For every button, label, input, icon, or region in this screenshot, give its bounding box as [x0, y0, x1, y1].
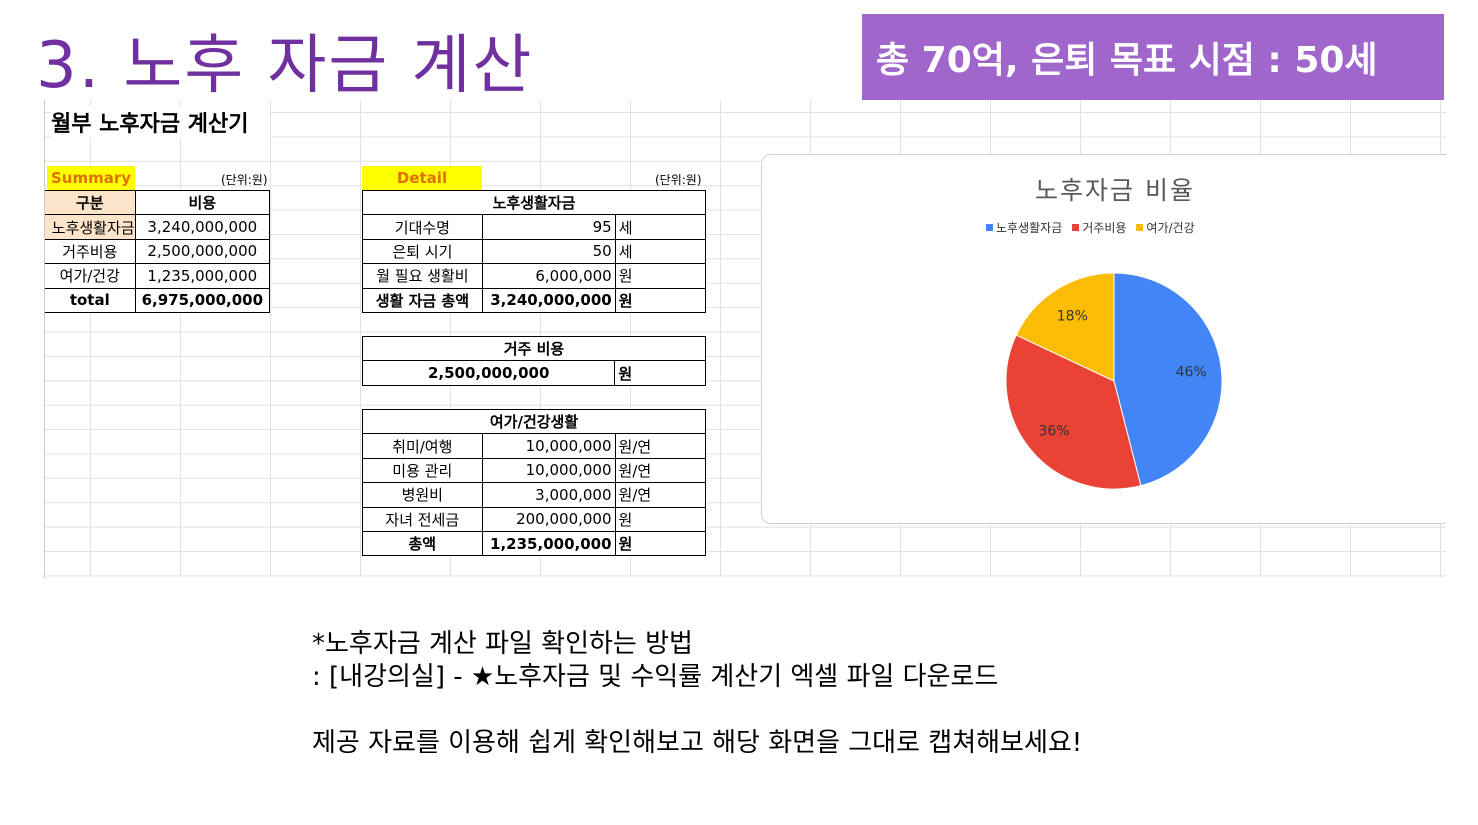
table-row: 거주 비용: [362, 335, 706, 362]
table-cell: 1,235,000,000: [134, 263, 271, 289]
table-cell: 원: [614, 506, 707, 532]
table-row: 구분 비용: [45, 189, 271, 216]
instructions-text: *노후자금 계산 파일 확인하는 방법 : [내강의실] - ★노후자금 및 수…: [312, 628, 1082, 760]
table-row: 생활 자금 총액 3,240,000,000 원: [362, 287, 707, 313]
table-cell: 10,000,000: [481, 433, 616, 459]
table-cell: 2,500,000,000: [361, 360, 616, 386]
table-row: 자녀 전세금 200,000,000 원: [362, 506, 707, 532]
table-row: 취미/여행 10,000,000 원/연: [362, 433, 707, 459]
legend-label: 노후생활자금: [996, 221, 1063, 235]
pie-chart-card: 노후자금 비율 노후생활자금 거주비용 여가/건강 46% 36% 18%: [761, 154, 1446, 524]
table-row: 2,500,000,000 원: [361, 360, 706, 386]
table-cell: 생활 자금 총액: [362, 287, 483, 313]
table-cell: 월 필요 생활비: [362, 263, 483, 289]
summary-unit-note: (단위:원): [221, 173, 268, 187]
table-row: total 6,975,000,000: [45, 287, 271, 313]
table-cell: 3,000,000: [481, 482, 616, 508]
table-row: 노후생활자금 3,240,000,000: [45, 214, 271, 240]
table-cell: 세: [614, 238, 707, 265]
legend-swatch: [986, 224, 993, 231]
table-cell: 은퇴 시기: [362, 238, 483, 265]
table-cell: 기대수명: [362, 214, 483, 240]
table-cell: 미용 관리: [362, 457, 483, 484]
table-row: 월 필요 생활비 6,000,000 원: [362, 263, 707, 289]
table-cell: 원: [614, 287, 707, 313]
chart-legend: 노후생활자금 거주비용 여가/건강: [986, 219, 1195, 236]
pie-data-label: 46%: [1176, 364, 1207, 380]
table-row: 여가/건강 1,235,000,000: [45, 263, 271, 289]
detail-unit-note: (단위:원): [655, 173, 702, 187]
pie-data-label: 18%: [1057, 308, 1088, 324]
table-title: 여가/건강생활: [362, 408, 706, 435]
table-row: 은퇴 시기 50 세: [362, 238, 707, 265]
table-cell: 6,975,000,000: [134, 287, 271, 313]
spreadsheet-screenshot: 월부 노후자금 계산기 Summary (단위:원) 구분 비용 노후생활자금 …: [44, 100, 1446, 578]
table-header-cell: 구분: [45, 189, 136, 216]
summary-tag: Summary: [47, 166, 135, 190]
table-cell: 원/연: [614, 482, 707, 508]
table-header-cell: 비용: [134, 189, 271, 216]
table-row: 기대수명 95 세: [362, 214, 707, 240]
table-cell: 200,000,000: [481, 506, 616, 532]
legend-item: 거주비용: [1072, 219, 1126, 236]
pie-data-label: 36%: [1039, 424, 1070, 440]
living-cost-table: 노후생활자금 기대수명 95 세 은퇴 시기 50 세 월 필요 생활비 6,0…: [362, 189, 707, 313]
table-cell: 50: [481, 238, 616, 265]
table-cell: 노후생활자금: [45, 214, 136, 240]
table-cell: 거주비용: [45, 238, 136, 265]
table-title: 거주 비용: [362, 335, 706, 362]
legend-item: 여가/건강: [1136, 219, 1195, 236]
table-row: 총액 1,235,000,000 원: [362, 530, 707, 557]
summary-table: 구분 비용 노후생활자금 3,240,000,000 거주비용 2,500,00…: [45, 189, 271, 313]
table-row: 거주비용 2,500,000,000: [45, 238, 271, 265]
table-cell: 6,000,000: [481, 263, 616, 289]
detail-tag: Detail: [362, 166, 482, 190]
table-cell: 여가/건강: [45, 263, 136, 289]
table-row: 미용 관리 10,000,000 원/연: [362, 457, 707, 484]
pie-slice-1: [1113, 272, 1223, 487]
table-cell: 원/연: [614, 457, 707, 484]
table-cell: 세: [614, 214, 707, 240]
table-row: 병원비 3,000,000 원/연: [362, 482, 707, 508]
table-cell: 총액: [362, 530, 483, 557]
table-row: 여가/건강생활: [362, 408, 706, 435]
legend-swatch: [1072, 224, 1080, 231]
note-line: 제공 자료를 이용해 쉽게 확인해보고 해당 화면을 그대로 캡쳐해보세요!: [312, 728, 1083, 758]
note-line: : [내강의실] - ★노후자금 및 수익률 계산기 엑셀 파일 다운로드: [312, 662, 999, 692]
table-title: 노후생활자금: [362, 189, 706, 216]
table-cell: 3,240,000,000: [481, 287, 616, 313]
legend-label: 여가/건강: [1146, 221, 1195, 235]
pie-slice-2: [1005, 334, 1142, 490]
note-line: *노후자금 계산 파일 확인하는 방법: [312, 629, 693, 659]
chart-title: 노후자금 비율: [1035, 176, 1195, 205]
table-cell: 95: [481, 214, 616, 240]
legend-label: 거주비용: [1082, 221, 1127, 235]
leisure-health-table: 여가/건강생활 취미/여행 10,000,000 원/연 미용 관리 10,00…: [362, 408, 707, 557]
table-cell: 1,235,000,000: [481, 530, 616, 557]
table-cell: 10,000,000: [481, 457, 616, 484]
table-row: 노후생활자금: [362, 189, 706, 216]
table-cell: 원/연: [614, 433, 707, 459]
pie-chart: 46% 36% 18%: [1005, 272, 1223, 490]
goal-banner: 총 70억, 은퇴 목표 시점 : 50세: [862, 14, 1444, 100]
table-cell: 원: [614, 360, 706, 386]
table-cell: 3,240,000,000: [134, 214, 271, 240]
sheet-heading: 월부 노후자금 계산기: [51, 106, 269, 138]
table-cell: 원: [614, 263, 707, 289]
table-cell: total: [45, 287, 136, 313]
table-cell: 원: [614, 530, 707, 557]
pie-slice-3: [1015, 272, 1115, 382]
table-cell: 자녀 전세금: [362, 506, 483, 532]
legend-swatch: [1136, 224, 1144, 231]
slide-title: 3. 노후 자금 계산: [36, 29, 534, 103]
table-cell: 취미/여행: [362, 433, 483, 459]
table-cell: 병원비: [362, 482, 483, 508]
table-cell: 2,500,000,000: [134, 238, 271, 265]
housing-cost-table: 거주 비용 2,500,000,000 원: [361, 335, 706, 386]
legend-item: 노후생활자금: [986, 219, 1062, 236]
